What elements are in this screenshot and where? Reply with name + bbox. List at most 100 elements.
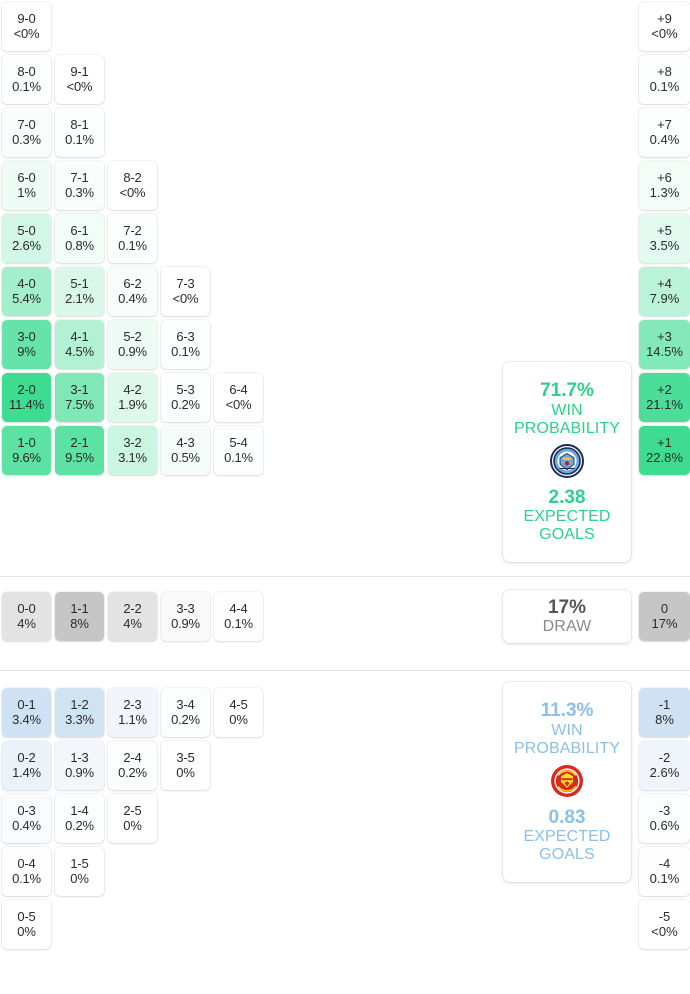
goal-margin-label: +2 (657, 381, 672, 397)
scoreline-label: 0-4 (17, 855, 36, 871)
score-cell[interactable]: 0-3 0.4% (2, 794, 51, 843)
score-cell[interactable]: 2-4 0.2% (108, 741, 157, 790)
goal-margin-label: +8 (657, 63, 672, 79)
score-cell[interactable]: 6-4 <0% (214, 373, 263, 422)
score-cell[interactable]: 1-3 0.9% (55, 741, 104, 790)
score-cell[interactable]: 3-1 7.5% (55, 373, 104, 422)
score-cell[interactable]: 6-3 0.1% (161, 320, 210, 369)
scoreline-probability: <0% (225, 396, 252, 412)
away-win-probability-caption-line2: PROBABILITY (513, 739, 621, 757)
goal-margin-cell[interactable]: +9 <0% (639, 2, 690, 51)
score-cell[interactable]: 1-4 0.2% (55, 794, 104, 843)
scoreline-probability: 0.8% (65, 237, 94, 253)
score-cell[interactable]: 3-5 0% (161, 741, 210, 790)
score-cell[interactable]: 3-2 3.1% (108, 426, 157, 475)
scoreline-probability: 1% (17, 184, 36, 200)
separator-below-draw (0, 670, 690, 671)
goal-margin-label: +3 (657, 328, 672, 344)
scoreline-probability: 9% (17, 343, 36, 359)
goal-margin-probability: 0.4% (649, 131, 680, 147)
score-cell[interactable]: 6-0 1% (2, 161, 51, 210)
scoreline-probability: 3.1% (118, 449, 147, 465)
score-cell[interactable]: 1-5 0% (55, 847, 104, 896)
goal-margin-cell[interactable]: +1 22.8% (639, 426, 690, 475)
score-cell[interactable]: 7-0 0.3% (2, 108, 51, 157)
scoreline-probability: 1.4% (12, 764, 41, 780)
goal-margin-cell[interactable]: +8 0.1% (639, 55, 690, 104)
draw-summary-panel[interactable]: 17% DRAW (503, 590, 631, 643)
goal-margin-cell[interactable]: -5 <0% (639, 900, 690, 949)
goal-margin-cell[interactable]: 0 17% (639, 592, 690, 641)
score-cell[interactable]: 4-3 0.5% (161, 426, 210, 475)
score-cell[interactable]: 3-4 0.2% (161, 688, 210, 737)
goal-margin-probability: 2.6% (649, 764, 680, 780)
score-cell[interactable]: 6-2 0.4% (108, 267, 157, 316)
home-expected-goals-value: 2.38 (548, 486, 586, 508)
goal-margin-cell[interactable]: -2 2.6% (639, 741, 690, 790)
goal-margin-cell[interactable]: -3 0.6% (639, 794, 690, 843)
score-cell[interactable]: 3-0 9% (2, 320, 51, 369)
scoreline-probability: 0.4% (12, 817, 41, 833)
score-cell[interactable]: 0-0 4% (2, 592, 51, 641)
scoreline-label: 4-1 (70, 328, 89, 344)
score-cell[interactable]: 0-5 0% (2, 900, 51, 949)
goal-margin-cell[interactable]: +3 14.5% (639, 320, 690, 369)
scoreline-label: 3-5 (176, 749, 195, 765)
score-cell[interactable]: 7-1 0.3% (55, 161, 104, 210)
scoreline-label: 6-1 (70, 222, 89, 238)
goal-margin-probability: 3.5% (649, 237, 680, 253)
score-cell[interactable]: 2-1 9.5% (55, 426, 104, 475)
score-cell[interactable]: 2-2 4% (108, 592, 157, 641)
score-cell[interactable]: 0-4 0.1% (2, 847, 51, 896)
scoreline-probability: 4% (123, 615, 142, 631)
score-cell[interactable]: 4-4 0.1% (214, 592, 263, 641)
score-cell[interactable]: 8-1 0.1% (55, 108, 104, 157)
score-cell[interactable]: 7-2 0.1% (108, 214, 157, 263)
home-team-summary-panel[interactable]: 71.7% WIN PROBABILITY 2.38 EXPECTED GOAL… (503, 362, 631, 562)
goal-margin-cell[interactable]: -1 8% (639, 688, 690, 737)
scoreline-label: 4-5 (229, 696, 248, 712)
score-cell[interactable]: 2-3 1.1% (108, 688, 157, 737)
score-cell[interactable]: 1-2 3.3% (55, 688, 104, 737)
score-cell[interactable]: 4-2 1.9% (108, 373, 157, 422)
goal-margin-cell[interactable]: -4 0.1% (639, 847, 690, 896)
score-cell[interactable]: 5-1 2.1% (55, 267, 104, 316)
score-cell[interactable]: 7-3 <0% (161, 267, 210, 316)
goal-margin-cell[interactable]: +4 7.9% (639, 267, 690, 316)
score-cell[interactable]: 9-1 <0% (55, 55, 104, 104)
scoreline-probability: <0% (66, 78, 93, 94)
score-cell[interactable]: 2-5 0% (108, 794, 157, 843)
goal-margin-cell[interactable]: +7 0.4% (639, 108, 690, 157)
scoreline-probability: <0% (172, 290, 199, 306)
score-cell[interactable]: 4-5 0% (214, 688, 263, 737)
scoreline-label: 2-5 (123, 802, 142, 818)
score-cell[interactable]: 2-0 11.4% (2, 373, 51, 422)
score-cell[interactable]: 5-0 2.6% (2, 214, 51, 263)
score-cell[interactable]: 3-3 0.9% (161, 592, 210, 641)
score-cell[interactable]: 4-0 5.4% (2, 267, 51, 316)
score-cell[interactable]: 5-3 0.2% (161, 373, 210, 422)
score-cell[interactable]: 5-4 0.1% (214, 426, 263, 475)
score-cell[interactable]: 5-2 0.9% (108, 320, 157, 369)
score-cell[interactable]: 8-2 <0% (108, 161, 157, 210)
score-cell[interactable]: 9-0 <0% (2, 2, 51, 51)
score-cell[interactable]: 1-1 8% (55, 592, 104, 641)
away-team-summary-panel[interactable]: 11.3% WIN PROBABILITY 0.83 EXPECTED GOAL… (503, 682, 631, 882)
score-cell[interactable]: 1-0 9.6% (2, 426, 51, 475)
score-cell[interactable]: 0-1 3.4% (2, 688, 51, 737)
score-cell[interactable]: 6-1 0.8% (55, 214, 104, 263)
scoreline-probability: 0.2% (65, 817, 94, 833)
scoreline-label: 1-1 (70, 600, 89, 616)
score-cell[interactable]: 8-0 0.1% (2, 55, 51, 104)
goal-margin-cell[interactable]: +6 1.3% (639, 161, 690, 210)
goal-margin-label: -1 (658, 696, 671, 712)
score-cell[interactable]: 0-2 1.4% (2, 741, 51, 790)
goal-margin-cell[interactable]: +2 21.1% (639, 373, 690, 422)
goal-margin-probability: 7.9% (649, 290, 680, 306)
scoreline-label: 5-2 (123, 328, 142, 344)
goal-margin-probability: 0.1% (649, 78, 680, 94)
scoreline-label: 1-2 (70, 696, 89, 712)
score-cell[interactable]: 4-1 4.5% (55, 320, 104, 369)
scoreline-label: 6-4 (229, 381, 248, 397)
goal-margin-cell[interactable]: +5 3.5% (639, 214, 690, 263)
